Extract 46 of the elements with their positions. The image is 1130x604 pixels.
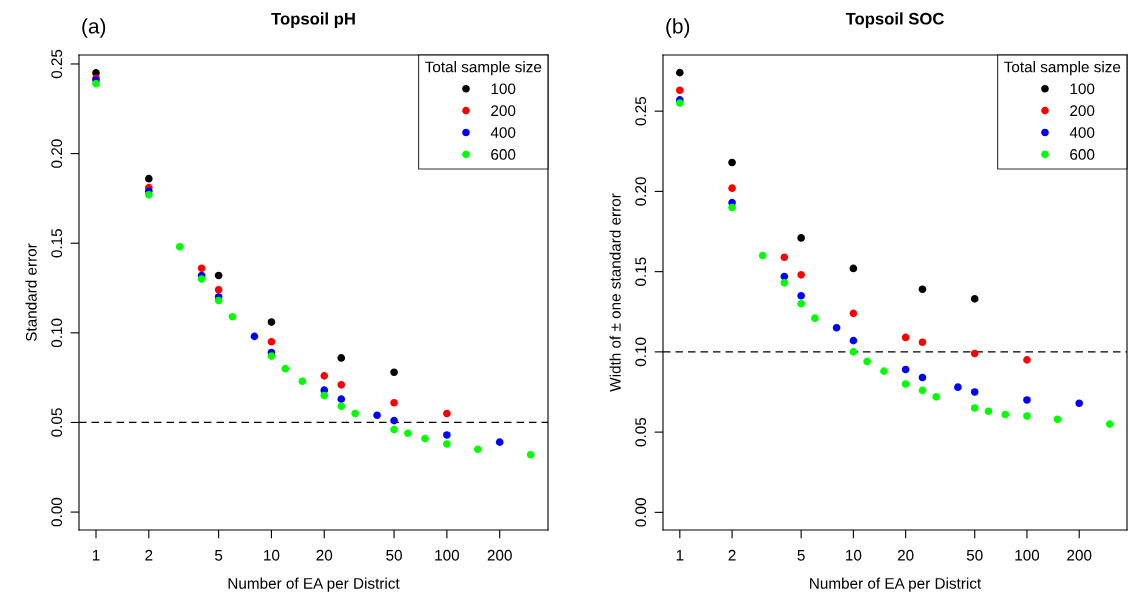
legend-label: 200 — [1070, 105, 1095, 117]
legend-label: 600 — [491, 149, 516, 160]
y-tick-label: 0.05 — [51, 408, 63, 437]
y-tick-label: 0.10 — [51, 318, 63, 348]
y-tick-label: 0.10 — [635, 337, 647, 367]
legend-title: Total sample size — [425, 61, 542, 76]
x-tick-label: 5 — [797, 550, 805, 561]
x-tick-label: 2 — [145, 549, 153, 561]
legend-label: 400 — [490, 127, 516, 138]
y-axis-title: Width of ± one standard error — [609, 193, 621, 392]
x-axis-title: Number of EA per District — [228, 577, 400, 592]
y-tick-label: 0.05 — [635, 417, 647, 447]
x-tick-label: 20 — [316, 549, 333, 561]
x-tick-label: 20 — [897, 549, 914, 561]
y-tick-label: 0.25 — [635, 96, 647, 126]
legend-label: 600 — [1070, 149, 1095, 160]
x-tick-label: 1 — [92, 550, 100, 561]
x-tick-label: 5 — [214, 550, 223, 561]
x-tick-label: 50 — [966, 549, 983, 561]
legend-label: 400 — [1069, 127, 1095, 138]
y-tick-label: 0.20 — [635, 177, 647, 206]
text: (a) — [82, 18, 106, 38]
x-tick-label: 50 — [386, 549, 402, 561]
x-axis-title: Number of EA per District — [810, 577, 982, 592]
x-tick-label: 1 — [676, 550, 684, 561]
x-tick-label: 10 — [264, 549, 280, 561]
y-tick-label: 0.15 — [51, 228, 63, 258]
y-tick-label: 0.00 — [51, 497, 63, 527]
x-tick-label: 100 — [435, 549, 460, 561]
x-tick-label: 200 — [487, 549, 512, 561]
y-axis-title: Standard error — [25, 243, 37, 342]
text: (b) — [666, 18, 690, 38]
legend-label: 100 — [1070, 83, 1095, 95]
x-tick-label: 10 — [846, 549, 862, 561]
y-tick-label: 0.00 — [635, 498, 647, 527]
legend-title: Total sample size — [1004, 61, 1121, 76]
legend-label: 200 — [491, 105, 516, 117]
x-tick-label: 2 — [728, 549, 736, 561]
chart-title: Topsoil SOC — [845, 12, 944, 28]
y-tick-label: 0.25 — [51, 49, 63, 79]
y-tick-label: 0.20 — [51, 139, 63, 168]
chart-title: Topsoil pH — [271, 12, 355, 28]
x-tick-label: 200 — [1067, 549, 1092, 561]
legend-label: 100 — [491, 83, 516, 95]
x-tick-label: 100 — [1015, 549, 1040, 561]
y-tick-label: 0.15 — [635, 257, 647, 286]
